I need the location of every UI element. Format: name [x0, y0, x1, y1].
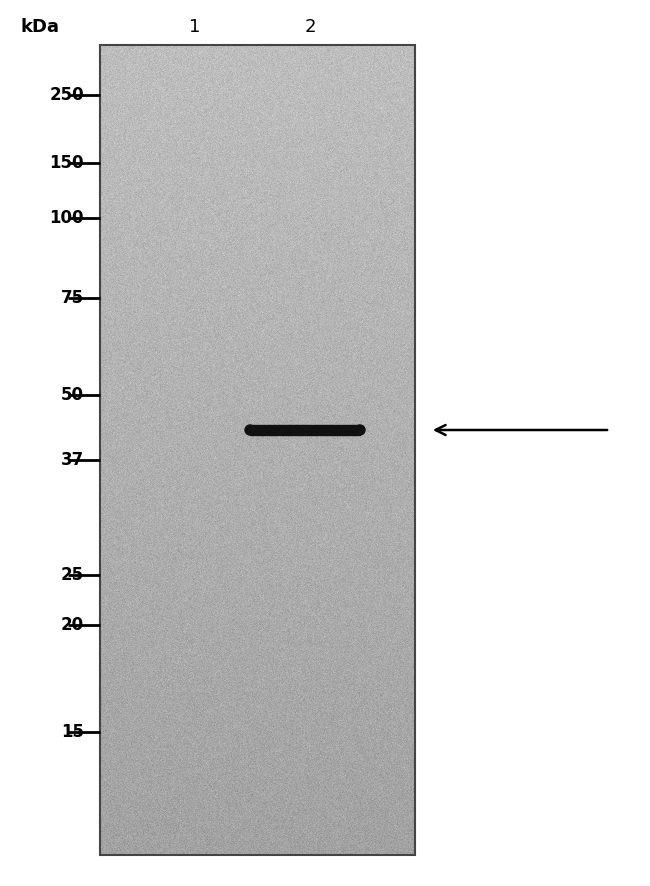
Text: 25: 25 [61, 566, 84, 584]
Text: 15: 15 [61, 723, 84, 741]
Text: 150: 150 [49, 154, 84, 172]
Text: 20: 20 [61, 616, 84, 634]
Bar [100, 45, 415, 855]
Text: kDa: kDa [21, 18, 60, 36]
Text: 1: 1 [189, 18, 201, 36]
Circle shape [245, 425, 255, 435]
Text: 50: 50 [61, 386, 84, 404]
Text: 75: 75 [61, 289, 84, 307]
Text: 2: 2 [304, 18, 316, 36]
Text: 100: 100 [49, 209, 84, 227]
Bar [250, 425, 360, 435]
Text: 250: 250 [49, 86, 84, 104]
Text: 37: 37 [60, 451, 84, 469]
Circle shape [355, 425, 365, 435]
